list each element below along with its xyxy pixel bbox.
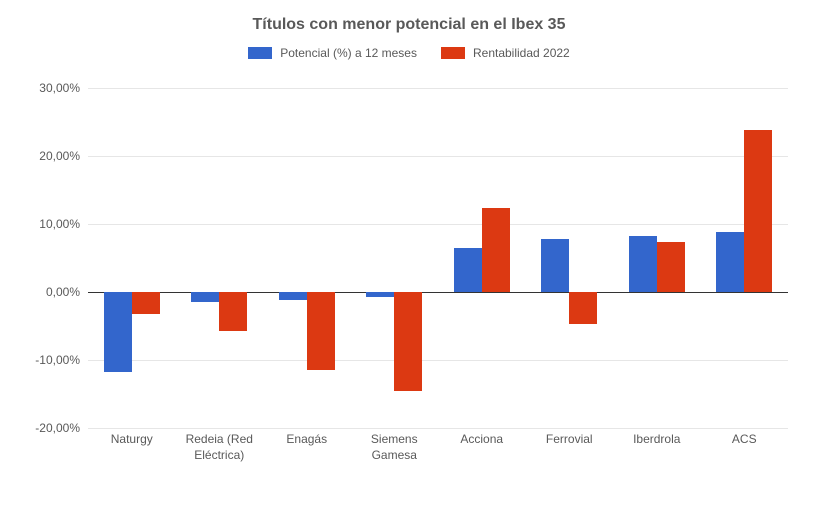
- y-tick-label: 30,00%: [39, 81, 88, 95]
- legend-label-1: Rentabilidad 2022: [473, 46, 570, 60]
- gridline: [88, 88, 788, 89]
- bar: [394, 292, 422, 391]
- bar: [454, 248, 482, 292]
- bar: [132, 292, 160, 314]
- x-tick-label: ACS: [702, 432, 787, 448]
- legend-item-series-1: Rentabilidad 2022: [441, 46, 570, 60]
- y-tick-label: 20,00%: [39, 149, 88, 163]
- y-tick-label: 0,00%: [46, 285, 88, 299]
- x-tick-label: Enagás: [264, 432, 349, 448]
- gridline: [88, 428, 788, 429]
- legend-item-series-0: Potencial (%) a 12 meses: [248, 46, 417, 60]
- bar: [629, 236, 657, 292]
- bar: [279, 292, 307, 300]
- gridline: [88, 156, 788, 157]
- x-tick-label: Siemens Gamesa: [352, 432, 437, 463]
- bar: [104, 292, 132, 372]
- y-tick-label: -10,00%: [35, 353, 88, 367]
- plot-area: -20,00%-10,00%0,00%10,00%20,00%30,00%: [88, 88, 788, 428]
- legend-label-0: Potencial (%) a 12 meses: [280, 46, 417, 60]
- bar: [657, 242, 685, 292]
- bar: [191, 292, 219, 302]
- bar: [219, 292, 247, 331]
- bar: [482, 208, 510, 292]
- gridline: [88, 360, 788, 361]
- legend-swatch-0: [248, 47, 272, 59]
- bar: [716, 232, 744, 292]
- x-tick-label: Redeia (Red Eléctrica): [177, 432, 262, 463]
- chart-title: Títulos con menor potencial en el Ibex 3…: [0, 0, 818, 34]
- x-tick-label: Iberdrola: [614, 432, 699, 448]
- y-tick-label: 10,00%: [39, 217, 88, 231]
- x-tick-label: Naturgy: [89, 432, 174, 448]
- bar: [366, 292, 394, 297]
- legend-swatch-1: [441, 47, 465, 59]
- bar: [569, 292, 597, 324]
- gridline: [88, 224, 788, 225]
- chart-legend: Potencial (%) a 12 meses Rentabilidad 20…: [0, 46, 818, 60]
- bar: [744, 130, 772, 292]
- bar: [307, 292, 335, 370]
- x-tick-label: Acciona: [439, 432, 524, 448]
- bar: [541, 239, 569, 292]
- x-tick-label: Ferrovial: [527, 432, 612, 448]
- chart-container: Títulos con menor potencial en el Ibex 3…: [0, 0, 818, 506]
- x-axis-labels: NaturgyRedeia (Red Eléctrica)EnagásSieme…: [88, 432, 788, 482]
- y-tick-label: -20,00%: [35, 421, 88, 435]
